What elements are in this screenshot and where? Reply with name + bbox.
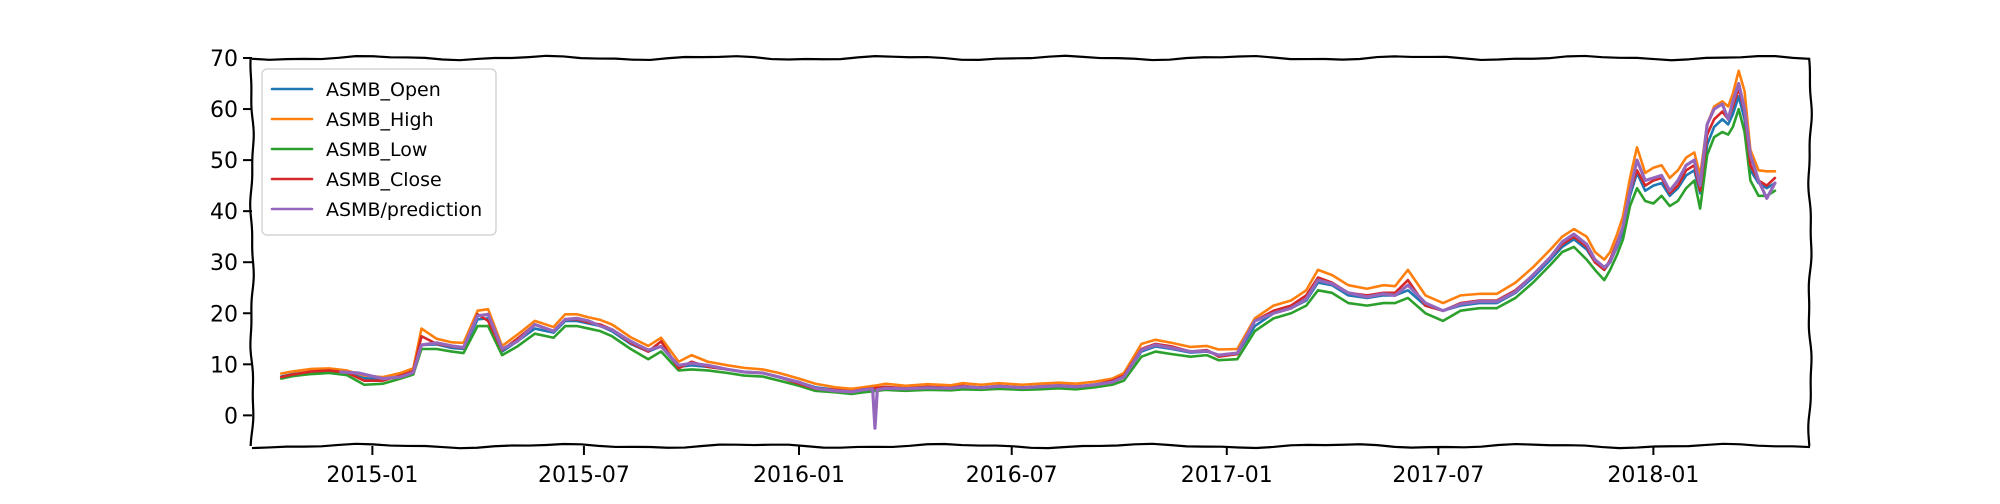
legend-label: ASMB_Low: [326, 139, 427, 161]
y-tick-label: 70: [210, 47, 238, 72]
legend-label: ASMB_Open: [326, 79, 441, 101]
y-tick-label: 60: [210, 98, 238, 123]
series-lines: [279, 69, 1777, 430]
tick-labels: 0 10 20 30 40 50 60 70 2015-01 2015-07 2016-01 2016…: [210, 47, 1699, 488]
series-line-asmb-prediction: [339, 81, 1777, 430]
y-tick-label: 0: [224, 404, 238, 429]
x-tick-label: 2017-01: [1181, 463, 1273, 488]
x-tick-label: 2016-01: [753, 463, 845, 488]
y-tick-label: 50: [210, 149, 238, 174]
x-tick-label: 2018-01: [1607, 463, 1699, 488]
y-tick-label: 10: [210, 353, 238, 378]
x-tick-label: 2015-07: [538, 463, 630, 488]
axes-frame-top: [251, 54, 1811, 62]
legend: ASMB_Open ASMB_High ASMB_Low ASMB_Close ASMB…: [261, 68, 497, 236]
axes-frame-left: [249, 57, 255, 447]
axes: [249, 54, 1813, 450]
x-tick-label: 2016-07: [966, 463, 1058, 488]
series-line-asmb-high: [279, 69, 1777, 391]
x-tick-label: 2015-01: [326, 463, 418, 488]
series-line-asmb-low: [279, 107, 1777, 396]
axes-frame-right: [1807, 57, 1813, 447]
legend-label: ASMB_Close: [326, 169, 442, 191]
axes-frame-bottom: [251, 442, 1811, 450]
x-tick-label: 2017-07: [1392, 463, 1484, 488]
y-tick-label: 40: [210, 200, 238, 225]
y-tick-label: 20: [210, 302, 238, 327]
y-tick-label: 30: [210, 251, 238, 276]
legend-box: [261, 68, 497, 236]
legend-label: ASMB_High: [326, 109, 434, 131]
legend-label: ASMB/prediction: [326, 199, 482, 221]
